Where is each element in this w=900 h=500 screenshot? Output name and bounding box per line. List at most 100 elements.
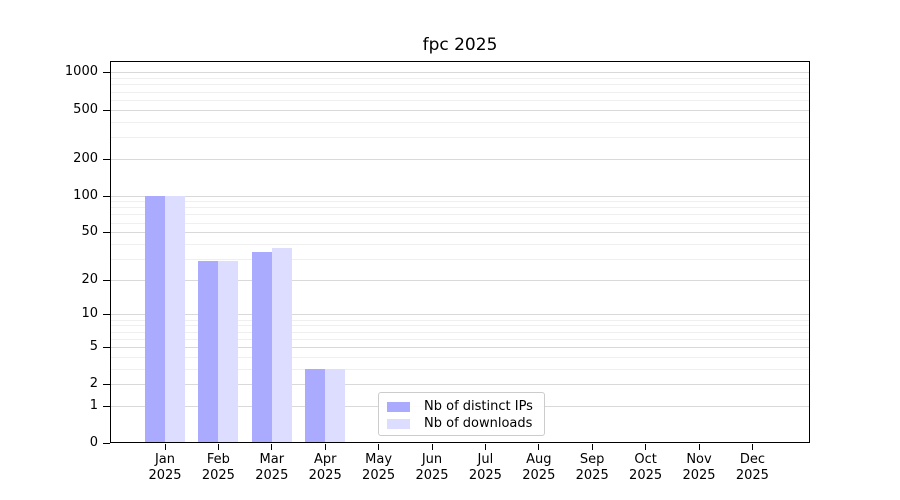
- x-tick-mark-apr-2025: [324, 444, 326, 450]
- y-tick-mark-50: [103, 232, 110, 234]
- month-name: Feb: [206, 452, 230, 467]
- gridline-minor-300: [110, 136, 810, 138]
- month-name: Dec: [739, 452, 765, 467]
- gridline-major-2: [110, 384, 810, 386]
- x-tick-label-jan-2025: Jan 2025: [133, 452, 197, 484]
- month-name: Nov: [686, 452, 712, 467]
- gridline-major-20: [110, 279, 810, 281]
- month-year: 2025: [468, 468, 502, 483]
- x-tick-label-jul-2025: Jul 2025: [453, 452, 517, 484]
- gridline-major-500: [110, 109, 810, 111]
- y-tick-mark-200: [103, 158, 110, 160]
- y-tick-label-1: 1: [89, 397, 98, 413]
- bar-nb-of-distinct-ips-jan-2025: [145, 195, 165, 443]
- y-tick-label-100: 100: [73, 187, 98, 203]
- chart-title: fpc 2025: [422, 35, 498, 55]
- month-name: Mar: [259, 452, 285, 467]
- y-tick-label-500: 500: [73, 101, 98, 117]
- y-tick-mark-2: [103, 384, 110, 386]
- x-tick-mark-jan-2025: [164, 444, 166, 450]
- x-tick-mark-mar-2025: [271, 444, 273, 450]
- month-year: 2025: [201, 468, 235, 483]
- bar-nb-of-distinct-ips-apr-2025: [305, 368, 326, 443]
- gridline-minor-7: [110, 331, 810, 333]
- month-name: Jul: [477, 452, 494, 467]
- bar-nb-of-distinct-ips-mar-2025: [251, 252, 272, 443]
- month-year: 2025: [629, 468, 663, 483]
- y-tick-label-20: 20: [81, 271, 98, 287]
- gridline-minor-70: [110, 214, 810, 216]
- y-tick-mark-500: [103, 109, 110, 111]
- x-tick-label-oct-2025: Oct 2025: [614, 452, 678, 484]
- gridline-minor-600: [110, 99, 810, 101]
- gridline-minor-700: [110, 91, 810, 93]
- month-name: Jun: [421, 452, 443, 467]
- gridline-minor-9: [110, 319, 810, 321]
- legend-label-downloads: Nb of downloads: [424, 416, 533, 431]
- y-tick-mark-5: [103, 346, 110, 348]
- gridline-minor-60: [110, 222, 810, 224]
- y-tick-mark-10: [103, 314, 110, 316]
- x-tick-mark-feb-2025: [217, 444, 219, 450]
- gridline-major-50: [110, 232, 810, 234]
- x-tick-label-dec-2025: Dec 2025: [720, 452, 784, 484]
- bar-nb-of-downloads-mar-2025: [271, 247, 292, 443]
- x-tick-label-may-2025: May 2025: [347, 452, 411, 484]
- month-year: 2025: [415, 468, 449, 483]
- month-year: 2025: [148, 468, 182, 483]
- y-tick-label-200: 200: [73, 150, 98, 166]
- month-name: Sep: [579, 452, 605, 467]
- bar-nb-of-downloads-jan-2025: [165, 195, 185, 443]
- month-name: Apr: [313, 452, 337, 467]
- x-tick-label-nov-2025: Nov 2025: [667, 452, 731, 484]
- gridline-minor-400: [110, 121, 810, 123]
- gridline-minor-80: [110, 207, 810, 209]
- gridline-minor-6: [110, 338, 810, 340]
- month-year: 2025: [255, 468, 289, 483]
- x-tick-mark-aug-2025: [538, 444, 540, 450]
- gridline-major-10: [110, 314, 810, 316]
- month-name: Jan: [154, 452, 176, 467]
- x-tick-label-mar-2025: Mar 2025: [240, 452, 304, 484]
- x-tick-mark-oct-2025: [645, 444, 647, 450]
- x-tick-mark-jun-2025: [431, 444, 433, 450]
- y-tick-label-0: 0: [89, 435, 98, 450]
- x-tick-mark-may-2025: [378, 444, 380, 450]
- gridline-minor-90: [110, 201, 810, 203]
- x-tick-mark-dec-2025: [751, 444, 753, 450]
- x-tick-label-feb-2025: Feb 2025: [186, 452, 250, 484]
- gridline-minor-3: [110, 368, 810, 370]
- x-tick-mark-jul-2025: [484, 444, 486, 450]
- x-tick-mark-nov-2025: [698, 444, 700, 450]
- y-tick-label-10: 10: [81, 306, 98, 322]
- y-tick-label-2: 2: [89, 376, 98, 392]
- bar-nb-of-downloads-apr-2025: [325, 368, 346, 443]
- month-year: 2025: [735, 468, 769, 483]
- y-tick-mark-1: [103, 405, 110, 407]
- gridline-minor-30: [110, 258, 810, 260]
- gridline-major-5: [110, 346, 810, 348]
- legend-item-distinct-ips: Nb of distinct IPs: [387, 398, 536, 415]
- gridline-minor-900: [110, 78, 810, 80]
- gridline-minor-40: [110, 243, 810, 245]
- month-name: May: [365, 452, 393, 467]
- legend: Nb of distinct IPs Nb of downloads: [378, 392, 545, 436]
- y-tick-label-1000: 1000: [64, 64, 98, 80]
- legend-label-distinct-ips: Nb of distinct IPs: [424, 399, 533, 414]
- month-year: 2025: [362, 468, 396, 483]
- month-year: 2025: [575, 468, 609, 483]
- y-tick-label-50: 50: [81, 224, 98, 240]
- x-tick-mark-sep-2025: [591, 444, 593, 450]
- gridline-major-200: [110, 158, 810, 160]
- x-tick-label-sep-2025: Sep 2025: [560, 452, 624, 484]
- x-tick-label-apr-2025: Apr 2025: [293, 452, 357, 484]
- y-tick-mark-100: [103, 195, 110, 197]
- legend-item-downloads: Nb of downloads: [387, 415, 536, 432]
- month-name: Aug: [526, 452, 552, 467]
- legend-swatch-distinct-ips: [387, 401, 410, 412]
- month-year: 2025: [522, 468, 556, 483]
- gridline-minor-8: [110, 325, 810, 327]
- y-tick-mark-1000: [103, 72, 110, 74]
- gridline-minor-4: [110, 356, 810, 358]
- month-year: 2025: [308, 468, 342, 483]
